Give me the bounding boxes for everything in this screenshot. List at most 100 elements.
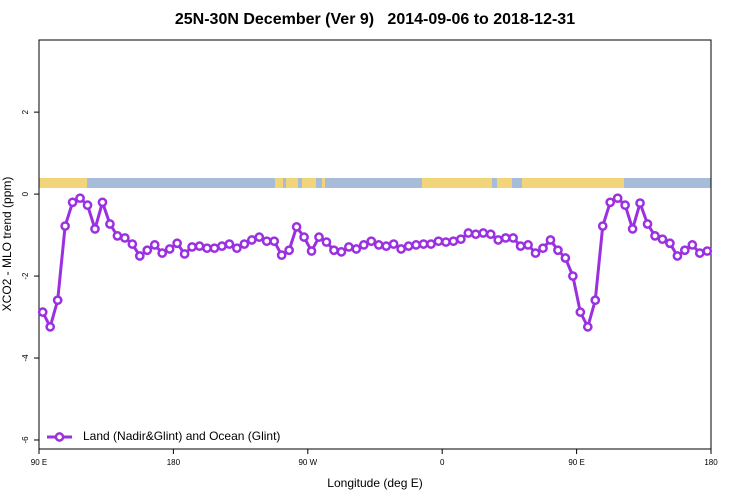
data-point <box>388 239 399 249</box>
data-point <box>120 233 130 243</box>
data-point <box>344 242 354 252</box>
land-band <box>275 178 283 188</box>
data-point <box>321 237 332 247</box>
data-point <box>687 240 698 250</box>
x-axis-label: Longitude (deg E) <box>327 476 422 490</box>
data-point <box>478 228 489 238</box>
data-point <box>351 244 362 254</box>
data-point <box>456 234 466 245</box>
data-point <box>702 246 713 256</box>
data-point <box>224 239 235 249</box>
data-point <box>254 232 265 242</box>
data-point <box>276 250 287 261</box>
data-point <box>396 244 406 254</box>
data-point <box>680 245 690 256</box>
land-band <box>302 178 316 188</box>
data-point <box>172 238 182 249</box>
data-point <box>127 239 138 249</box>
y-tick-label: 0 <box>21 191 30 196</box>
data-point <box>246 235 257 245</box>
data-point <box>291 222 302 232</box>
data-point <box>582 322 593 332</box>
data-point <box>232 243 242 254</box>
chart-title: 25N-30N December (Ver 9) 2014-09-06 to 2… <box>175 11 575 28</box>
y-tick-label: -6 <box>21 436 30 444</box>
data-point <box>60 221 70 231</box>
data-point <box>194 241 205 251</box>
data-point <box>612 193 623 204</box>
data-point <box>381 241 392 251</box>
data-point <box>545 235 556 245</box>
y-axis-label: XCO2 - MLO trend (ppm) <box>0 177 14 312</box>
data-point <box>590 295 601 306</box>
data-point <box>90 224 100 234</box>
data-point <box>597 221 608 231</box>
data-point <box>493 235 504 245</box>
legend-marker <box>54 432 65 442</box>
data-point <box>441 237 451 247</box>
data-point <box>426 239 436 249</box>
data-point <box>448 236 459 247</box>
land-ocean-band <box>39 178 711 188</box>
x-tick-label: 180 <box>167 458 181 467</box>
data-point <box>485 229 496 240</box>
data-point <box>299 232 309 242</box>
data-point <box>306 246 317 256</box>
data-point <box>620 200 630 211</box>
data-point <box>52 295 63 306</box>
data-point <box>627 224 638 234</box>
data-point <box>217 241 227 251</box>
land-band <box>322 178 325 188</box>
x-tick-label: 180 <box>704 458 718 467</box>
data-point <box>665 238 675 249</box>
data-point <box>45 322 56 332</box>
legend-item: Land (Nadir&Glint) and Ocean (Glint) <box>47 429 280 443</box>
data-point <box>672 251 683 261</box>
data-point <box>209 243 220 254</box>
data-point <box>568 271 578 281</box>
y-tick-label: -4 <box>21 354 30 362</box>
data-point <box>605 197 616 208</box>
data-point <box>105 219 115 229</box>
data-point <box>202 243 212 254</box>
data-point <box>82 200 93 211</box>
land-band <box>39 178 87 188</box>
land-band <box>286 178 298 188</box>
data-point <box>314 232 324 242</box>
data-point <box>403 241 414 251</box>
data-point <box>269 236 280 247</box>
data-point <box>239 239 250 249</box>
data-point <box>187 242 197 252</box>
data-point <box>358 240 369 250</box>
plot-frame <box>38 39 712 450</box>
data-point <box>134 251 145 261</box>
data-point <box>149 240 160 250</box>
data-point <box>336 247 347 257</box>
data-point <box>261 236 272 247</box>
data-point <box>560 253 571 263</box>
data-point <box>433 236 444 247</box>
data-point <box>97 197 108 208</box>
data-point <box>75 193 85 204</box>
data-point <box>523 240 533 250</box>
data-point <box>657 234 668 245</box>
land-band <box>522 178 624 188</box>
land-band <box>497 178 512 188</box>
data-point <box>515 241 526 251</box>
land-band <box>422 178 492 188</box>
data-point <box>650 231 660 241</box>
data-point <box>635 198 645 208</box>
data-point <box>366 236 377 247</box>
data-point <box>463 228 474 238</box>
data-point <box>329 245 339 256</box>
x-tick-label: 0 <box>440 458 445 467</box>
data-point <box>538 243 548 254</box>
data-point <box>37 307 48 317</box>
data-point <box>112 231 123 241</box>
data-point <box>553 245 563 256</box>
data-point <box>500 233 511 243</box>
y-tick-label: 2 <box>21 109 30 114</box>
data-point <box>642 219 653 229</box>
